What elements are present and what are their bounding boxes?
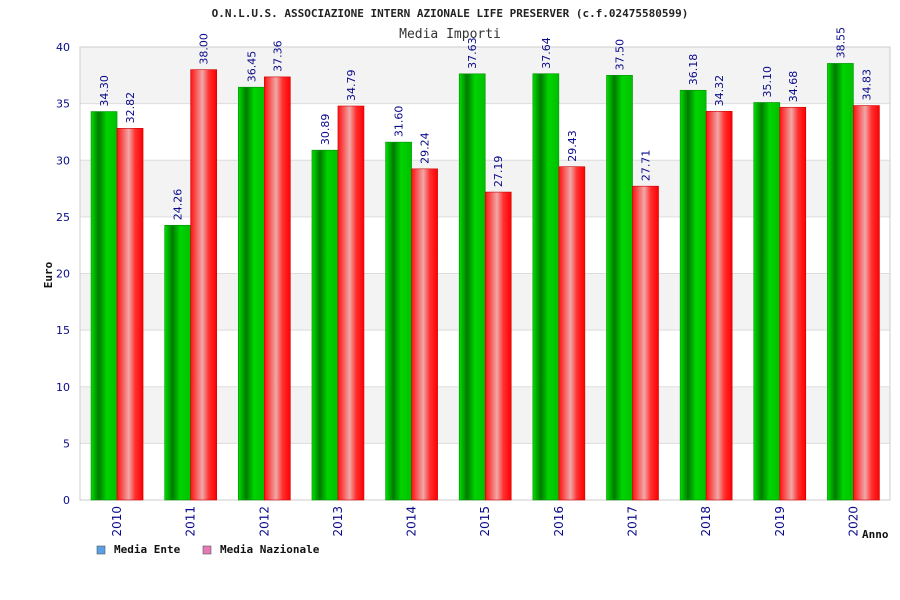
data-label: 37.64 bbox=[540, 37, 553, 69]
data-label: 34.79 bbox=[345, 70, 358, 102]
x-tick-label: 2017 bbox=[626, 506, 640, 537]
legend-label-nazionale: Media Nazionale bbox=[220, 543, 320, 556]
bar-ente-2014 bbox=[385, 141, 412, 501]
data-label: 36.45 bbox=[245, 51, 258, 83]
data-label: 27.19 bbox=[492, 156, 505, 188]
y-axis-label: Euro bbox=[42, 261, 55, 288]
data-label: 27.71 bbox=[640, 150, 653, 182]
data-label: 30.89 bbox=[319, 114, 332, 146]
bar-ente-2017 bbox=[606, 75, 633, 501]
data-labels: 34.30 32.82 24.26 38.00 36.45 37.36 30.89 34.79… bbox=[98, 27, 873, 220]
bar-nazionale-2017 bbox=[632, 185, 659, 501]
x-tick-label: 2018 bbox=[699, 506, 713, 537]
data-label: 37.36 bbox=[271, 40, 284, 72]
y-tick-label: 15 bbox=[56, 324, 70, 337]
bar-nazionale-2020 bbox=[853, 105, 880, 501]
y-tick-label: 35 bbox=[56, 98, 70, 111]
data-label: 24.26 bbox=[172, 189, 185, 221]
data-label: 34.32 bbox=[713, 75, 726, 107]
data-label: 31.60 bbox=[393, 106, 406, 138]
bar-ente-2012 bbox=[238, 86, 265, 501]
bar-nazionale-2013 bbox=[337, 105, 365, 501]
bar-ente-2011 bbox=[164, 224, 191, 501]
bar-nazionale-2011 bbox=[190, 69, 217, 501]
bar-ente-2013 bbox=[311, 149, 339, 501]
bar-ente-2018 bbox=[679, 89, 707, 501]
data-label: 34.68 bbox=[787, 71, 800, 103]
data-label: 34.30 bbox=[98, 75, 111, 107]
data-label: 36.18 bbox=[687, 54, 700, 86]
x-tick-label: 2019 bbox=[773, 506, 787, 537]
data-label: 29.43 bbox=[566, 130, 579, 162]
x-tick-label: 2020 bbox=[846, 506, 860, 537]
data-label: 35.10 bbox=[761, 66, 774, 98]
bar-nazionale-2015 bbox=[484, 191, 512, 501]
bar-nazionale-2010 bbox=[116, 128, 144, 501]
y-tick-label: 25 bbox=[56, 211, 70, 224]
legend: Media Ente Media Nazionale bbox=[96, 543, 320, 556]
x-axis-ticks: 2010 2011 2012 2013 2014 2015 2016 2017 2018 2019… bbox=[110, 506, 860, 537]
legend-label-ente: Media Ente bbox=[114, 543, 181, 556]
bar-nazionale-2019 bbox=[779, 106, 807, 501]
x-tick-label: 2012 bbox=[257, 506, 271, 537]
bar-ente-2020 bbox=[827, 63, 854, 501]
bar-nazionale-2012 bbox=[264, 76, 291, 501]
bar-ente-2015 bbox=[458, 73, 486, 501]
y-axis-ticks: 0 5 10 15 20 25 30 35 40 bbox=[56, 41, 70, 507]
data-label: 29.24 bbox=[419, 132, 432, 164]
x-axis-label: Anno bbox=[862, 528, 889, 541]
chart-title: O.N.L.U.S. ASSOCIAZIONE INTERN AZIONALE … bbox=[212, 7, 689, 20]
y-tick-label: 40 bbox=[56, 41, 70, 54]
bar-ente-2019 bbox=[753, 102, 781, 501]
y-tick-label: 10 bbox=[56, 381, 70, 394]
bar-nazionale-2014 bbox=[411, 168, 438, 501]
legend-swatch-nazionale bbox=[202, 545, 212, 555]
y-tick-label: 20 bbox=[56, 268, 70, 281]
bar-series bbox=[90, 63, 880, 501]
chart-subtitle: Media Importi bbox=[399, 27, 501, 42]
y-tick-label: 0 bbox=[63, 494, 70, 507]
bar-nazionale-2016 bbox=[558, 166, 586, 501]
data-label: 37.63 bbox=[466, 37, 479, 69]
legend-swatch-ente bbox=[96, 545, 106, 555]
data-label: 32.82 bbox=[124, 92, 137, 124]
x-tick-label: 2010 bbox=[110, 506, 124, 537]
x-tick-label: 2011 bbox=[184, 506, 198, 537]
y-tick-label: 30 bbox=[56, 154, 70, 167]
y-tick-label: 5 bbox=[63, 437, 70, 450]
data-label: 38.00 bbox=[198, 33, 211, 65]
x-tick-label: 2016 bbox=[552, 506, 566, 537]
x-tick-label: 2015 bbox=[478, 506, 492, 537]
data-label: 37.50 bbox=[614, 39, 627, 71]
data-label: 34.83 bbox=[860, 69, 873, 101]
bar-ente-2016 bbox=[532, 73, 560, 501]
x-tick-label: 2014 bbox=[405, 506, 419, 537]
data-label: 38.55 bbox=[834, 27, 847, 59]
bar-ente-2010 bbox=[90, 111, 118, 501]
x-tick-label: 2013 bbox=[331, 506, 345, 537]
bar-nazionale-2018 bbox=[705, 111, 733, 501]
